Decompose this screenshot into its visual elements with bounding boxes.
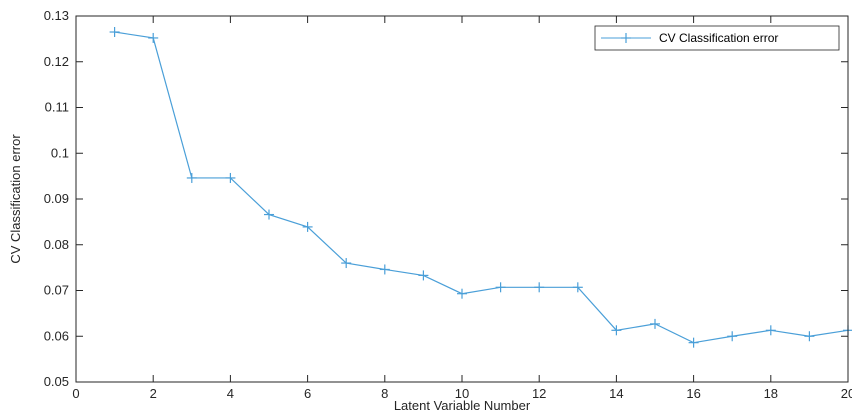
data-point-marker	[379, 264, 390, 275]
data-point-marker	[109, 27, 120, 38]
x-tick-label: 4	[227, 386, 234, 401]
x-tick-label: 6	[304, 386, 311, 401]
x-tick-label: 20	[841, 386, 852, 401]
x-tick-label: 16	[686, 386, 700, 401]
data-point-marker	[765, 325, 776, 336]
x-axis-ticks: 0 2 4 6 8 10 12 14 16 18 20	[72, 16, 852, 401]
x-tick-label: 8	[381, 386, 388, 401]
data-point-marker	[572, 282, 583, 293]
plot-area	[76, 16, 848, 382]
x-tick-label: 18	[764, 386, 778, 401]
data-point-marker	[534, 282, 545, 293]
data-point-marker	[727, 331, 738, 342]
data-point-marker	[688, 337, 699, 348]
y-tick-label: 0.1	[51, 145, 69, 160]
legend: CV Classification error	[594, 25, 840, 51]
data-point-marker	[148, 32, 159, 43]
x-tick-label: 14	[609, 386, 623, 401]
y-axis-ticks: 0.05 0.06 0.07 0.08 0.09 0.1 0.11 0.12 0.13	[44, 8, 848, 389]
data-point-marker	[302, 221, 313, 232]
data-point-marker	[341, 258, 352, 269]
data-point-marker	[650, 318, 660, 329]
data-point-marker	[804, 331, 815, 342]
x-tick-label: 2	[150, 386, 157, 401]
y-axis-label: CV Classification error	[8, 134, 23, 264]
data-point-marker	[225, 172, 236, 183]
y-tick-label: 0.05	[44, 374, 69, 389]
y-tick-label: 0.11	[45, 100, 69, 115]
x-axis-label: Latent Variable Number	[394, 398, 531, 413]
data-point-marker	[264, 209, 274, 220]
series-line	[114, 31, 849, 344]
y-tick-label: 0.08	[44, 237, 69, 252]
y-tick-label: 0.09	[44, 191, 69, 206]
legend-marker	[621, 33, 631, 43]
data-point-marker	[495, 282, 506, 293]
y-tick-label: 0.13	[44, 8, 69, 23]
x-tick-label: 12	[532, 386, 546, 401]
y-tick-label: 0.06	[44, 328, 69, 343]
data-point-marker	[611, 325, 622, 336]
data-point-marker	[186, 172, 197, 183]
series-layer	[109, 27, 852, 348]
x-tick-label: 0	[72, 386, 79, 401]
y-tick-label: 0.07	[44, 283, 69, 298]
x-tick-label: 10	[455, 386, 469, 401]
data-point-marker	[457, 288, 467, 299]
y-tick-label: 0.12	[44, 54, 69, 69]
data-point-marker	[418, 270, 429, 281]
legend-entry-label: CV Classification error	[659, 31, 778, 45]
